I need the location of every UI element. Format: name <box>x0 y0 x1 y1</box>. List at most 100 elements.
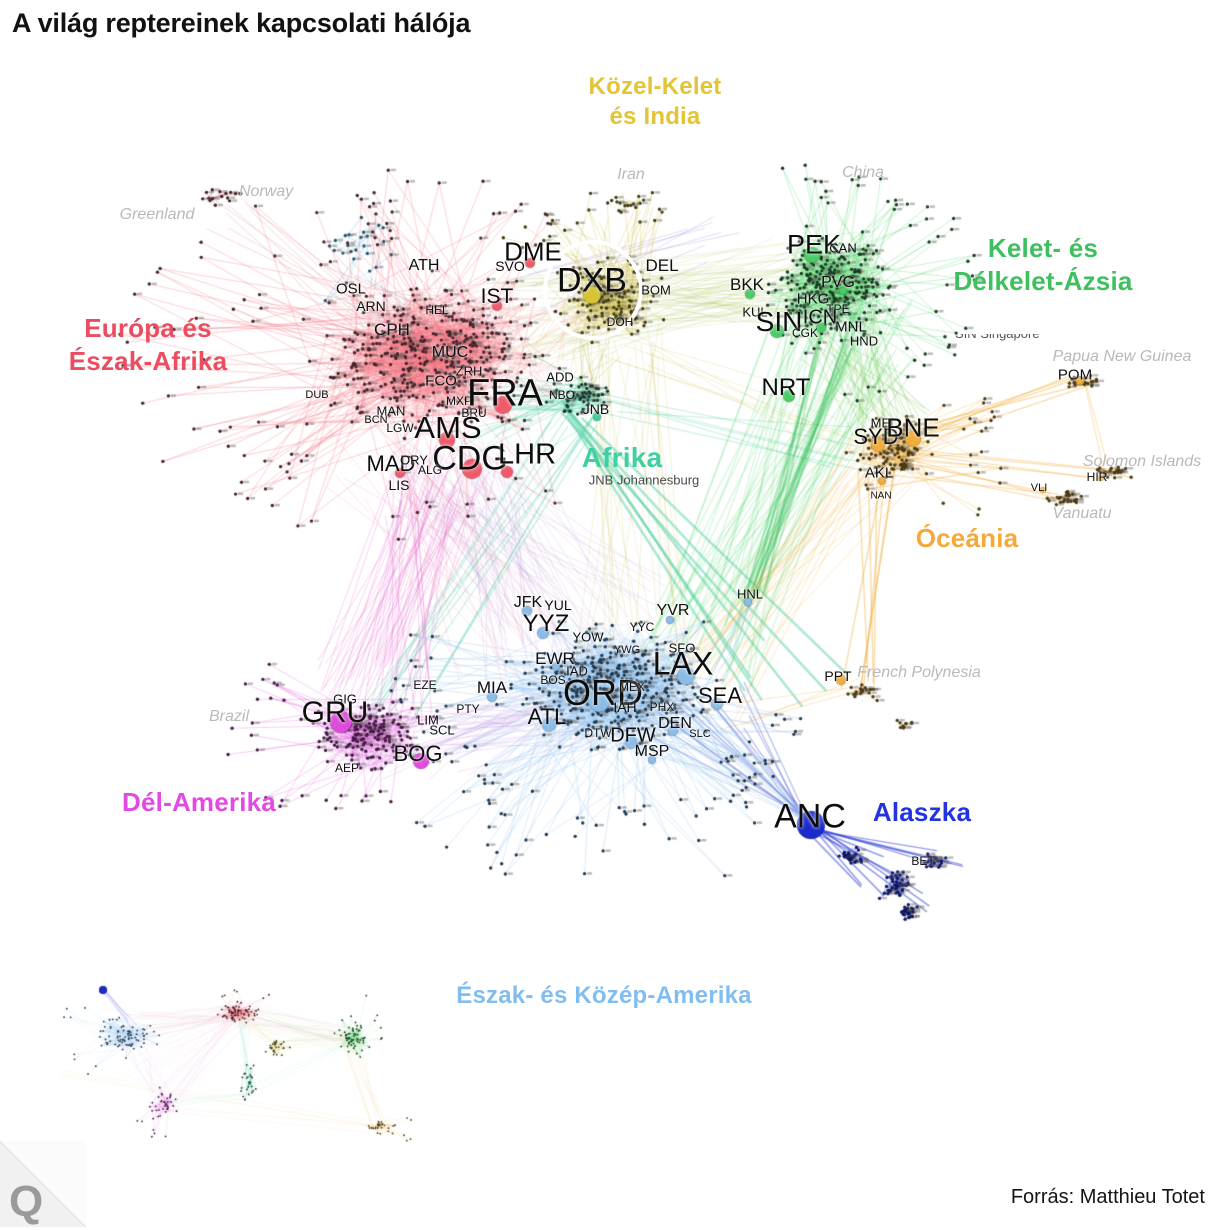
airport-label-ord: ORD <box>563 672 643 713</box>
airport-label-atl: ATL <box>527 704 567 729</box>
airport-label-lax: LAX <box>652 645 714 682</box>
airport-label-mel: MEL <box>870 415 898 431</box>
airport-label-alg: ALG <box>417 463 443 477</box>
airport-label-bne: BNE <box>886 412 940 443</box>
airport-label-bru: BRU <box>461 406 487 420</box>
airport-label-yow: YOW <box>572 629 604 645</box>
region-label-afrika: Afrika <box>581 442 663 473</box>
geo-label-greenland: Greenland <box>119 206 195 223</box>
airport-label-pek: PEK <box>786 229 842 260</box>
airport-label-hnd: HND <box>849 333 879 349</box>
geo-label-iran: Iran <box>617 166 645 183</box>
airport-label-hel: HEL <box>425 303 449 317</box>
airport-label-svo: SVO <box>495 258 525 274</box>
note-label-jnb-johannesburg: JNB Johannesburg <box>588 472 700 488</box>
airport-label-icn: ICN <box>802 306 838 329</box>
geo-label-china: China <box>842 164 884 181</box>
airport-label-anc: ANC <box>774 797 846 836</box>
airport-label-yyz: YYZ <box>522 610 570 637</box>
geo-label-vanuatu: Vanuatu <box>1052 505 1112 522</box>
airport-label-gru: GRU <box>301 696 369 729</box>
airport-label-msp: MSP <box>634 743 670 760</box>
region-label-europa-es-eszak-afrika: Európa és Észak-Afrika <box>68 313 228 376</box>
airport-label-sfo: SFO <box>668 640 696 656</box>
airport-label-del: DEL <box>645 256 679 275</box>
airport-label-eze: EZE <box>413 678 437 692</box>
airport-label-mad: MAD <box>366 451 416 476</box>
airport-label-dfw: DFW <box>610 724 656 747</box>
region-label-alaszka: Alaszka <box>872 797 972 827</box>
region-label-kozel-kelet-es-india: Közel-Kelet és India <box>588 73 722 131</box>
airport-label-slc: SLC <box>689 728 711 740</box>
airport-label-zrh: ZRH <box>455 363 483 379</box>
airport-label-mia: MIA <box>476 678 508 697</box>
airport-label-ywg: YWG <box>613 644 641 656</box>
airport-label-jnb: JNB <box>582 401 610 417</box>
airport-label-dtw: DTW <box>584 726 612 740</box>
region-label-oceania: Óceánia <box>915 523 1019 553</box>
geo-label-solomon-islands: Solomon Islands <box>1082 453 1202 470</box>
airport-label-gig: GIG <box>333 691 357 707</box>
dxb-highlight-ring <box>543 240 643 340</box>
airport-label-jfk: JFK <box>513 594 543 611</box>
q-logo-letter: Q <box>9 1177 44 1226</box>
airport-label-cph: CPH <box>374 320 410 339</box>
page-title: A világ reptereinek kapcsolati hálója <box>12 8 471 38</box>
airport-label-tpe: TPE <box>826 302 850 316</box>
airport-label-can: CAN <box>829 240 857 256</box>
region-label-eszak-es-kozep-amerika: Észak- és Közép-Amerika <box>456 982 752 1009</box>
airport-label-bog: BOG <box>393 741 443 766</box>
airport-label-scl: SCL <box>429 722 455 738</box>
airport-label-yyc: YYC <box>629 620 655 634</box>
source-credit: Forrás: Matthieu Totet <box>1010 1186 1205 1208</box>
airport-label-iah: IAH <box>613 699 637 715</box>
airport-label-lhr: LHR <box>497 438 557 471</box>
singapore-clipped-label: SIN Singapore <box>955 334 1040 341</box>
airport-label-hkg: HKG <box>796 290 830 308</box>
airport-label-dme: DME <box>504 236 562 267</box>
airport-label-lgw: LGW <box>386 421 414 435</box>
airport-label-yul: YUL <box>544 597 572 613</box>
airport-label-arn: ARN <box>356 298 386 314</box>
airport-label-osl: OSL <box>335 280 367 298</box>
airport-label-ist: IST <box>480 285 514 308</box>
airport-label-man: MAN <box>376 403 406 419</box>
airport-label-pom: POM <box>1057 366 1093 384</box>
airport-label-pty: PTY <box>456 702 480 716</box>
geo-label-french-polynesia: French Polynesia <box>857 664 981 681</box>
airport-label-mnl: MNL <box>835 318 867 336</box>
airport-label-kul: KUL <box>742 304 768 320</box>
geo-label-brazil: Brazil <box>208 708 250 725</box>
airport-label-den: DEN <box>658 715 692 732</box>
airport-label-lim: LIM <box>417 712 439 728</box>
airport-label-sin: SIN <box>755 306 803 337</box>
airport-label-nan: NAN <box>870 490 892 502</box>
airport-label-aep: AEP <box>334 761 360 775</box>
airport-label-phx: PHX <box>649 700 675 714</box>
airport-label-syd: SYD <box>853 424 899 449</box>
airport-label-mxp: MXP <box>445 394 473 408</box>
airport-label-lis: LIS <box>388 477 410 493</box>
airport-label-doh: DOH <box>606 315 634 329</box>
airport-label-mex: MEX <box>618 680 646 694</box>
airport-label-bkk: BKK <box>729 275 765 294</box>
airport-label-yvr: YVR <box>656 602 690 619</box>
airport-label-dub: DUB <box>305 389 329 401</box>
airport-label-akl: AKL <box>864 464 894 482</box>
airport-label-ory: ORY <box>400 452 428 468</box>
region-label-del-amerika: Dél-Amerika <box>122 787 276 817</box>
airport-label-ath: ATH <box>408 257 440 274</box>
airport-label-ams: AMS <box>414 410 482 445</box>
airport-label-dxb: DXB <box>557 261 627 300</box>
airport-label-cgk: CGK <box>791 326 819 340</box>
airport-label-bom: BOM <box>641 282 671 298</box>
airport-label-nrt: NRT <box>761 374 811 401</box>
airport-label-fra: FRA <box>467 372 543 415</box>
airport-label-ppt: PPT <box>824 668 852 684</box>
geo-label-papua-new-guinea: Papua New Guinea <box>1052 348 1192 365</box>
airport-label-bos: BOS <box>540 673 566 687</box>
airport-label-muc: MUC <box>431 344 469 361</box>
